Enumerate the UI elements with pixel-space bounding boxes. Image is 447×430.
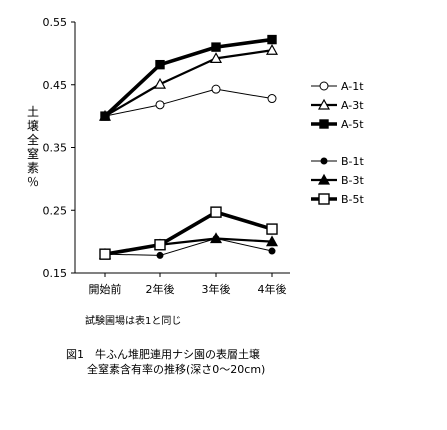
- series-line: [104, 88, 273, 117]
- series-line: [103, 37, 273, 118]
- legend-item: A-5t: [311, 118, 364, 131]
- data-point: [100, 111, 110, 121]
- x-axis-ticks: 開始前 2年後 3年後 4年後: [89, 273, 287, 296]
- legend-swatch-marker: [317, 98, 331, 110]
- y-tick-label: 0.35: [43, 142, 68, 155]
- data-point: [210, 206, 222, 218]
- legend: A-1t A-3t A-5t B-1t B-3t B-5t: [311, 80, 365, 206]
- data-point: [154, 239, 166, 251]
- legend-label: A-5t: [341, 118, 364, 131]
- legend-swatch-marker: [318, 193, 330, 205]
- legend-label: A-3t: [341, 99, 364, 112]
- data-point: [209, 232, 223, 244]
- data-point: [268, 247, 276, 255]
- legend-label: B-1t: [341, 155, 365, 168]
- axes: [74, 22, 290, 274]
- data-point: [155, 59, 165, 70]
- legend-swatch-marker: [319, 81, 329, 91]
- legend-item: B-3t: [311, 173, 365, 187]
- data-point: [267, 94, 277, 104]
- data-point: [153, 77, 167, 89]
- note-text: 試験圃場は表1と同じ: [85, 316, 182, 327]
- x-tick-label: 開始前: [89, 282, 122, 296]
- y-tick-label: 0.15: [43, 267, 68, 280]
- data-point: [265, 235, 279, 247]
- legend-item: B-5t: [311, 193, 365, 206]
- data-point: [209, 52, 223, 63]
- series-a-5t: [100, 34, 277, 121]
- legend-label: B-3t: [341, 174, 365, 187]
- data-point: [99, 248, 111, 260]
- y-tick-label: 0.25: [43, 204, 68, 217]
- data-point: [156, 251, 164, 259]
- caption-line-2: 全窒素含有率の推移(深さ0～20cm): [87, 363, 266, 376]
- legend-item: B-1t: [311, 155, 365, 168]
- series-line: [104, 210, 273, 256]
- legend-swatch-marker: [319, 119, 329, 129]
- legend-swatch-marker: [320, 157, 328, 165]
- data-point: [265, 44, 279, 55]
- series-line: [104, 237, 273, 256]
- series-b-1t: [101, 234, 276, 259]
- legend-item: A-1t: [311, 80, 364, 93]
- series-group: [98, 34, 279, 260]
- caption-line-1: 図1 牛ふん堆肥連用ナシ園の表層土壌: [66, 348, 260, 361]
- x-tick-label: 2年後: [146, 282, 175, 296]
- data-point: [266, 223, 278, 235]
- y-tick-label: 0.55: [43, 16, 68, 29]
- y-axis-label: 土壌全窒素％: [27, 105, 39, 189]
- figure-caption: 図1 牛ふん堆肥連用ナシ園の表層土壌 全窒素含有率の推移(深さ0～20cm): [66, 347, 265, 377]
- series-line: [104, 49, 273, 118]
- y-axis-ticks: 0.55 0.45 0.35 0.25 0.15: [43, 16, 75, 280]
- series-b-5t: [99, 206, 278, 260]
- x-tick-label: 4年後: [258, 282, 287, 296]
- data-point: [267, 34, 277, 45]
- legend-item: A-3t: [311, 98, 364, 112]
- legend-label: A-1t: [341, 80, 364, 93]
- data-point: [155, 100, 165, 110]
- legend-swatch-marker: [317, 173, 331, 185]
- y-tick-label: 0.45: [43, 79, 68, 92]
- data-point: [211, 42, 221, 52]
- data-point: [211, 84, 221, 94]
- legend-label: B-5t: [341, 193, 365, 206]
- x-tick-label: 3年後: [202, 282, 231, 296]
